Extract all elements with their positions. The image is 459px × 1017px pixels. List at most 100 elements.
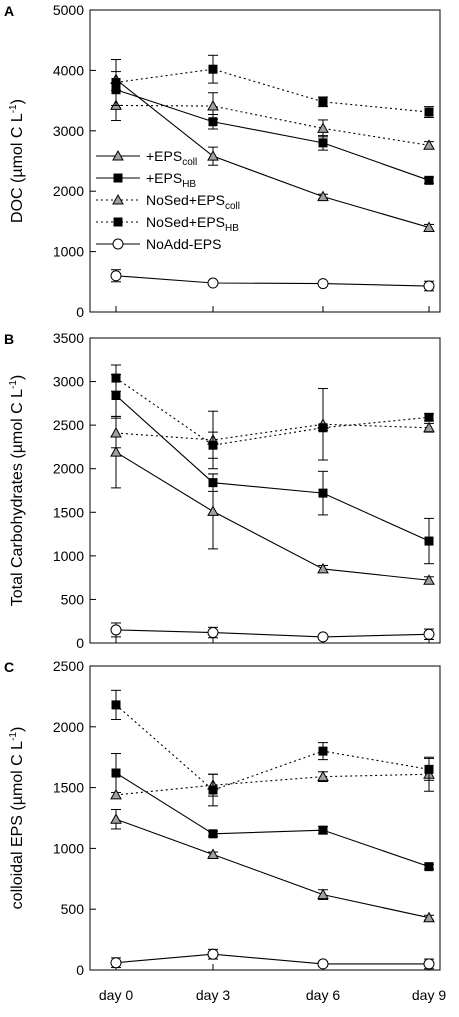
data-point [318, 488, 328, 498]
data-point [318, 423, 328, 433]
panel-B: B 0 500 1000 1500 2000 2500 3000 3500 Total Carbo… [4, 330, 441, 651]
data-point [317, 958, 329, 970]
y-tick-label: 0 [76, 635, 84, 651]
data-point [208, 440, 218, 450]
y-axis-title: DOC (µmol C L-1) [8, 99, 26, 223]
y-tick-label: 2500 [53, 417, 84, 433]
y-tick-label: 3000 [53, 374, 84, 390]
y-tick-label: 500 [61, 901, 85, 917]
data-point [110, 446, 122, 457]
series-line [115, 772, 430, 868]
series-noadd-eps [110, 269, 435, 292]
data-point [423, 911, 435, 923]
x-category-label: day 0 [99, 987, 133, 1003]
legend-label: NoSed+EPScoll [146, 192, 240, 212]
series-line [115, 377, 430, 446]
data-point [424, 107, 434, 117]
series--eps-hb [111, 753, 434, 872]
y-tick-label: 0 [76, 962, 84, 978]
y-tick-label: 1500 [53, 504, 84, 520]
data-point [423, 421, 435, 433]
series-nosed-eps-hb [111, 364, 434, 459]
panel-letter: A [4, 3, 14, 19]
y-tick-label: 5000 [53, 2, 84, 18]
series-noadd-eps [110, 948, 435, 970]
data-point [317, 190, 329, 202]
legend-marker [112, 193, 124, 205]
panel-letter: C [4, 659, 14, 675]
series-line [115, 704, 430, 791]
x-category-label: day 3 [196, 987, 230, 1003]
data-point [207, 505, 219, 516]
series--eps-coll [110, 808, 435, 923]
data-point [207, 948, 219, 960]
series-nosed-eps-hb [111, 689, 434, 807]
data-point [110, 270, 122, 282]
series-line [115, 89, 430, 181]
data-point [110, 813, 122, 824]
data-point [424, 764, 434, 774]
legend-marker [112, 238, 124, 250]
series-line [115, 629, 430, 638]
data-point [111, 373, 121, 383]
data-point [424, 862, 434, 872]
data-point [423, 574, 435, 585]
series-line [115, 79, 430, 228]
panel-letter: B [4, 331, 14, 347]
data-point [424, 412, 434, 422]
data-point [111, 700, 121, 710]
legend-marker [112, 149, 124, 161]
legend-label: NoSed+EPSHB [146, 214, 239, 234]
data-point [110, 957, 122, 969]
x-category-label: day 9 [412, 987, 446, 1003]
data-point [110, 426, 122, 438]
data-point [423, 139, 435, 150]
plot-frame [89, 337, 441, 644]
y-tick-label: 1500 [53, 780, 84, 796]
series-line [115, 423, 430, 441]
data-point [208, 117, 218, 127]
data-point [207, 627, 219, 639]
series--eps-hb [111, 71, 434, 185]
series-nosed-eps-coll [110, 388, 435, 470]
y-tick-label: 1000 [53, 244, 84, 260]
legend-marker [113, 173, 123, 183]
data-point [317, 122, 329, 133]
plot-frame [89, 9, 441, 313]
data-point [110, 788, 122, 800]
y-tick-label: 1000 [53, 548, 84, 564]
data-point [317, 888, 329, 900]
y-axis-title: Total Carbohydrates (µmol C L-1) [8, 375, 26, 607]
series-line [115, 451, 430, 581]
panel-C: C 0 500 1000 1500 2000 2500 colloidal EPS (µmol… [4, 658, 441, 978]
data-point [318, 138, 328, 148]
series-line [115, 953, 429, 965]
data-point [317, 770, 329, 782]
y-tick-label: 0 [76, 304, 84, 320]
series-nosed-eps-hb [111, 54, 434, 119]
y-tick-label: 2500 [53, 658, 84, 674]
y-tick-label: 2000 [53, 719, 84, 735]
series--eps-hb [111, 374, 434, 565]
y-axis-title: colloidal EPS (µmol C L-1) [8, 727, 26, 910]
y-tick-label: 2000 [53, 183, 84, 199]
plot-frame [89, 665, 441, 971]
data-point [424, 536, 434, 546]
data-point [207, 848, 219, 859]
legend-marker [113, 217, 123, 227]
data-point [208, 478, 218, 488]
data-point [207, 100, 219, 111]
y-tick-label: 3500 [53, 330, 84, 346]
data-point [423, 628, 435, 640]
data-point [207, 277, 219, 289]
y-tick-label: 500 [61, 591, 85, 607]
data-point [318, 825, 328, 835]
data-point [111, 768, 121, 778]
data-point [111, 391, 121, 401]
data-point [207, 150, 219, 161]
data-point [318, 746, 328, 756]
series-line [115, 104, 430, 146]
series-line [115, 68, 430, 113]
data-point [423, 958, 435, 970]
